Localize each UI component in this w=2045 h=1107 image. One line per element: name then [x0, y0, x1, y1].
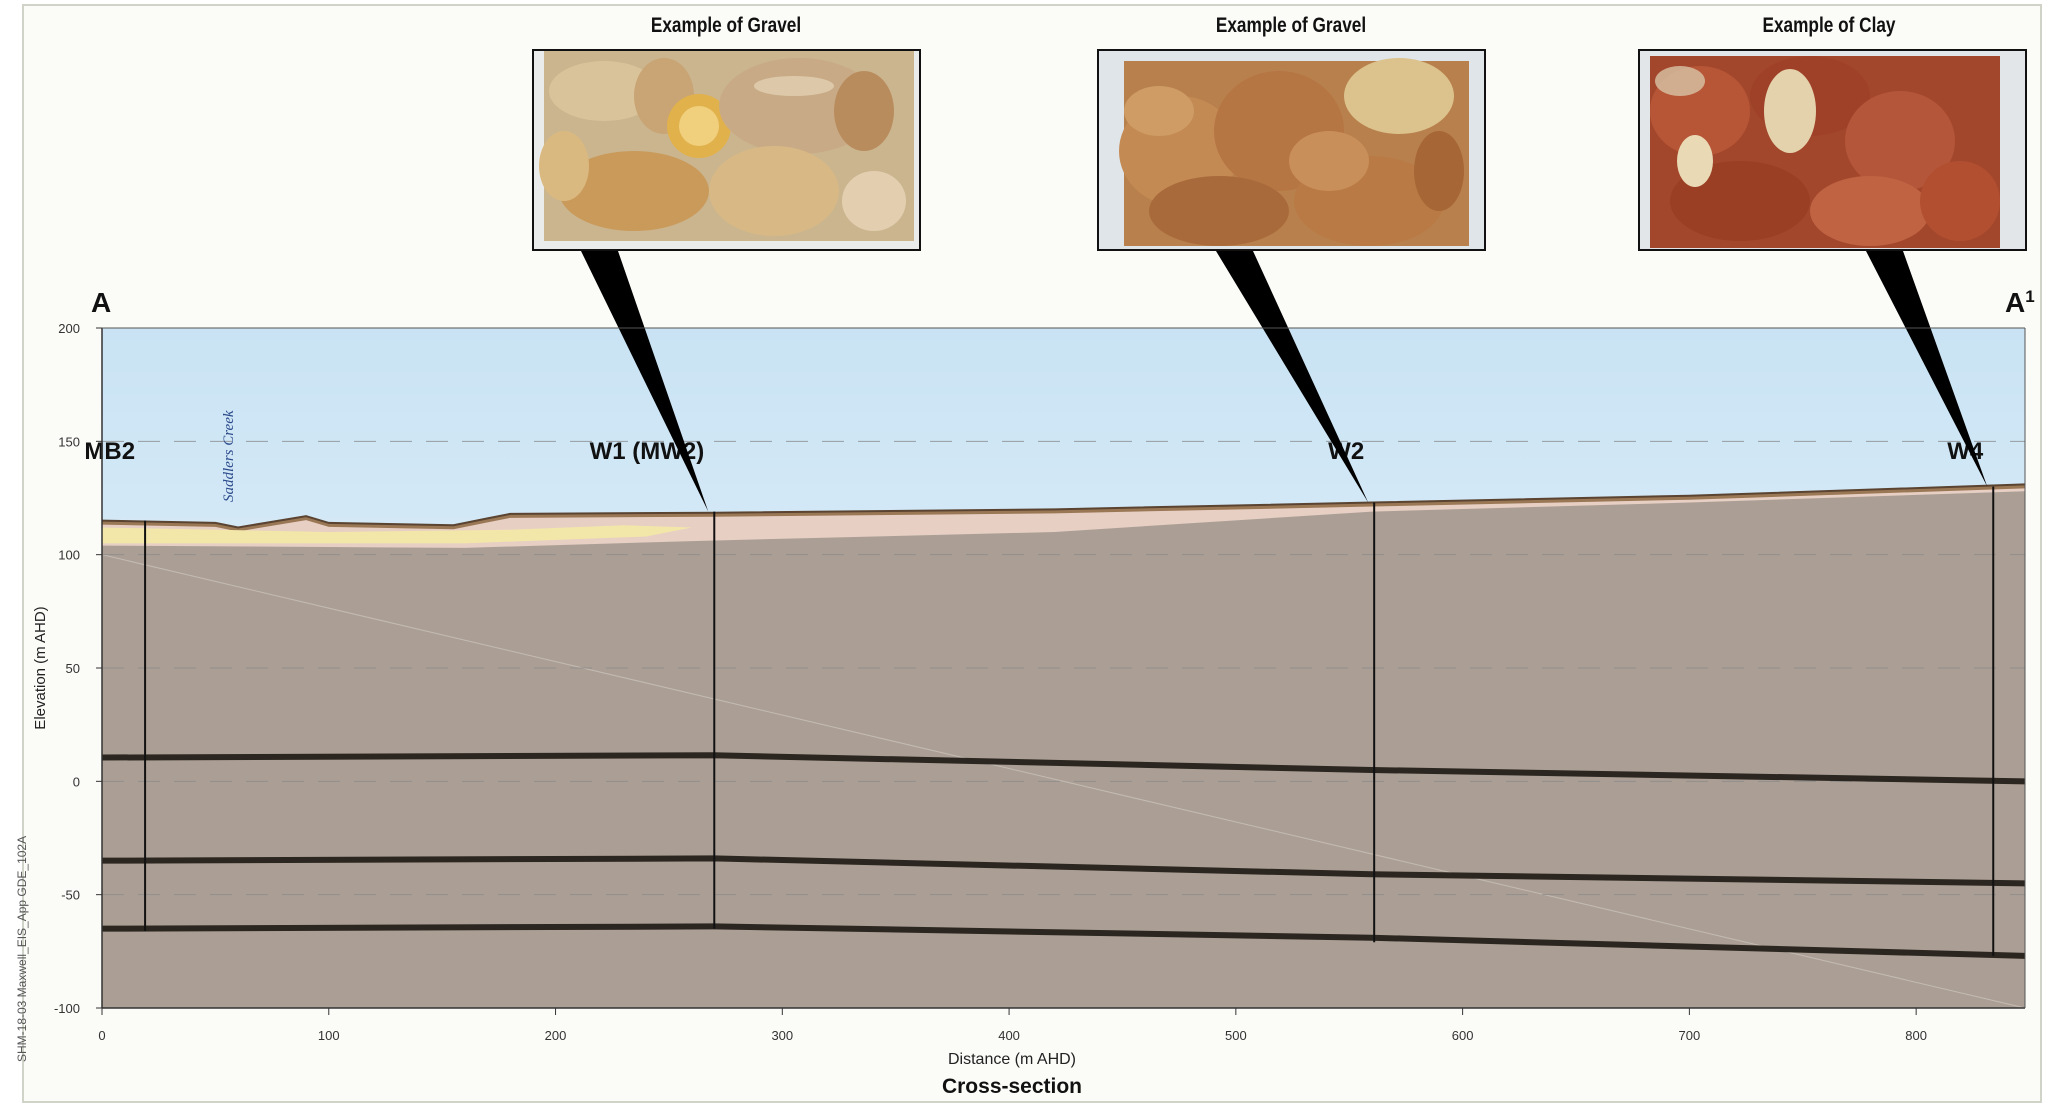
x-tick-label-400: 400 [998, 1028, 1020, 1043]
x-tick-label-500: 500 [1225, 1028, 1247, 1043]
y-tick-label-0: 0 [73, 774, 80, 789]
photo-title-clay: Example of Clay [1762, 14, 1896, 37]
coal-seam-line-1 [101, 752, 2026, 785]
y-tick-label--50: -50 [61, 888, 80, 903]
section-end-superscript: 1 [2025, 287, 2034, 306]
photo-callout-pointer-3 [1866, 251, 1988, 487]
gravel-sample-image [534, 51, 919, 249]
photo-callout-pointer-2 [1216, 251, 1369, 503]
photo-title-gravel-2: Example of Gravel [1215, 14, 1367, 37]
photo-gravel-2 [1097, 49, 1486, 251]
coal-seam-line-2 [101, 855, 2026, 887]
creek-label: Saddlers Creek [221, 410, 237, 502]
x-tick-label-300: 300 [771, 1028, 793, 1043]
y-axis-title: Elevation (m AHD) [32, 606, 49, 729]
coal-seam-line-3 [101, 923, 2026, 959]
ground-surface-line [101, 483, 2026, 529]
photo-title-gravel-1: Example of Gravel [650, 14, 802, 37]
x-tick-label-700: 700 [1679, 1028, 1701, 1043]
photo-gravel-1 [532, 49, 921, 251]
x-tick-label-600: 600 [1452, 1028, 1474, 1043]
x-tick-label-200: 200 [545, 1028, 567, 1043]
photo-callout-pointer-1 [581, 251, 709, 512]
weathered-gravel-sample-image [1099, 51, 1484, 249]
y-tick-label-50: 50 [66, 661, 80, 676]
section-end-label: A1 [2005, 287, 2035, 318]
well-label-1: MB2 [84, 438, 135, 465]
y-tick-label-150: 150 [58, 434, 80, 449]
x-tick-label-800: 800 [1905, 1028, 1927, 1043]
x-tick-label-100: 100 [318, 1028, 340, 1043]
x-tick-label-0: 0 [98, 1028, 105, 1043]
clay-sample-image [1640, 51, 2025, 249]
section-end-letter: A [2005, 287, 2025, 318]
alluvium-sand-layer [102, 525, 692, 544]
x-axis-title: Distance (m AHD) [948, 1051, 1076, 1068]
y-tick-label-200: 200 [58, 321, 80, 336]
bedrock-diagonal-line [101, 554, 2026, 1009]
y-tick-label--100: -100 [54, 1001, 80, 1016]
section-start-label: A [91, 287, 111, 318]
photo-clay [1638, 49, 2027, 251]
figure-caption: Cross-section [942, 1075, 1082, 1098]
y-tick-label-100: 100 [58, 548, 80, 563]
figure-reference-code: SHM-18-03 Maxwell_EIS_App GDE_102A [15, 835, 29, 1062]
